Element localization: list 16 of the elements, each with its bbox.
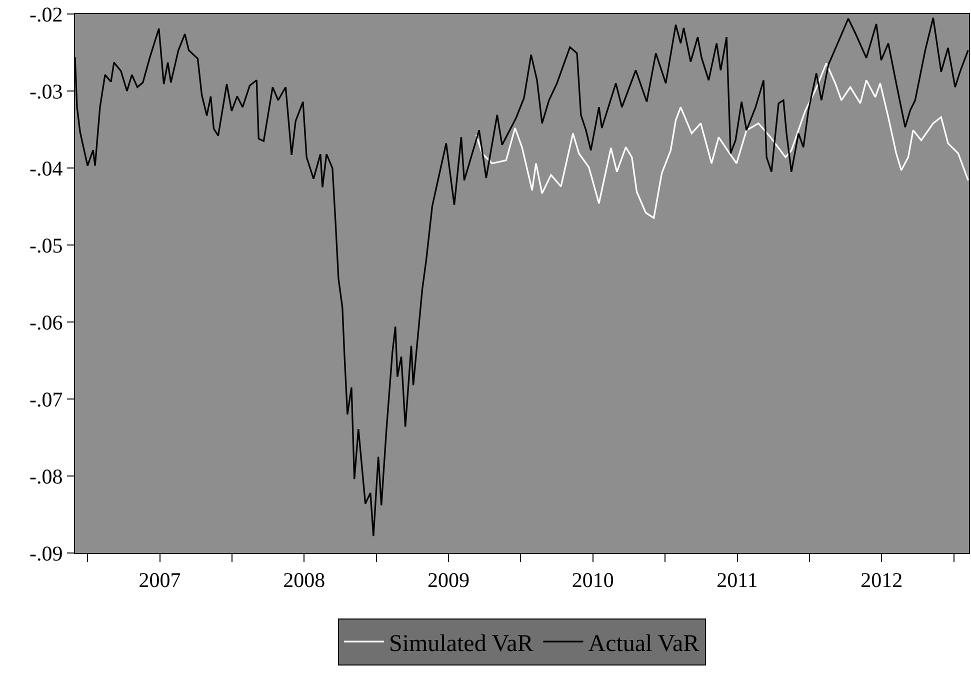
y-tick-label: -.08	[30, 464, 63, 488]
legend-label: Simulated VaR	[389, 630, 534, 657]
y-tick-label: -.03	[30, 79, 63, 104]
y-tick-label: -.07	[30, 387, 63, 412]
x-tick-label: 2010	[572, 568, 614, 592]
x-tick-label: 2008	[283, 568, 326, 592]
y-tick-label: -.04	[30, 156, 64, 180]
y-tick-label: -.06	[30, 310, 63, 334]
x-tick-label: 2012	[860, 568, 903, 592]
y-tick-label: -.05	[30, 233, 63, 258]
x-tick-label: 2011	[716, 568, 758, 592]
y-tick-label: -.02	[30, 2, 63, 26]
x-tick-label: 2007	[138, 568, 181, 592]
x-tick-label: 2009	[428, 568, 470, 592]
y-tick-label: -.09	[30, 541, 63, 566]
legend-label: Actual VaR	[588, 630, 700, 657]
